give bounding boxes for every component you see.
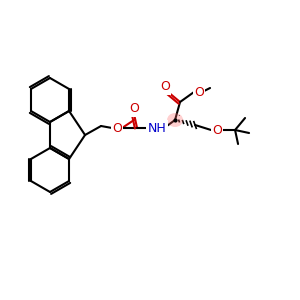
Text: O: O xyxy=(129,103,139,116)
Ellipse shape xyxy=(167,113,183,127)
Text: NH: NH xyxy=(148,122,166,134)
Text: O: O xyxy=(212,124,222,136)
Text: O: O xyxy=(194,85,204,98)
Text: O: O xyxy=(112,122,122,134)
Ellipse shape xyxy=(146,120,168,136)
Text: O: O xyxy=(160,80,170,94)
Text: ·: · xyxy=(177,112,180,121)
